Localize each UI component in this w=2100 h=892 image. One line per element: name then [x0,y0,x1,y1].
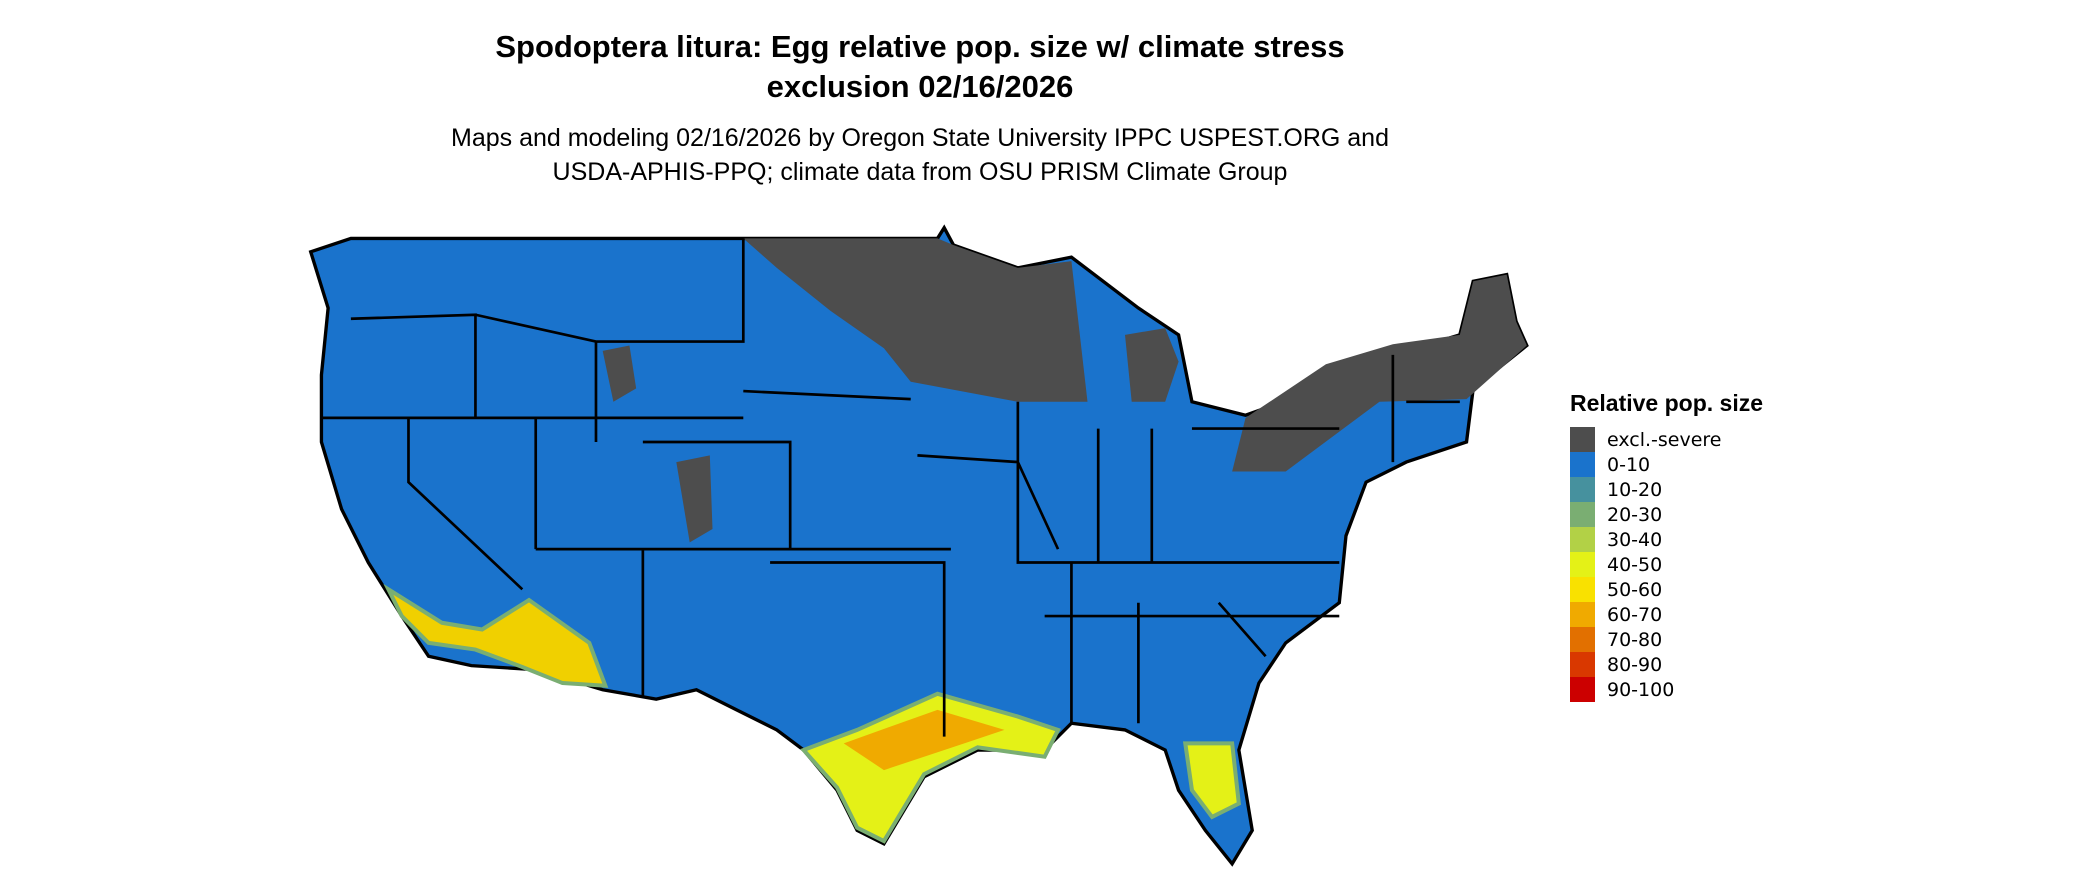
excluded-region-rockies [602,345,713,543]
legend-label: 30-40 [1607,528,1663,551]
legend-swatch [1570,602,1595,627]
legend-item: 30-40 [1570,527,1763,552]
legend-label: 60-70 [1607,603,1663,626]
legend-swatch [1570,427,1595,452]
legend-item: 70-80 [1570,627,1763,652]
excluded-region-northeast [1232,274,1527,472]
legend-label: 50-60 [1607,578,1663,601]
legend: Relative pop. size excl.-severe 0-10 10-20… [1570,390,1763,702]
map-title-line2: exclusion 02/16/2026 [766,69,1074,104]
map-title-line1: Spodoptera litura: Egg relative pop. siz… [495,29,1345,64]
legend-label: 90-100 [1607,678,1675,701]
legend-item: 40-50 [1570,552,1763,577]
state-borders [321,238,1460,737]
legend-label: excl.-severe [1607,428,1722,451]
legend-label: 10-20 [1607,478,1663,501]
legend-swatch [1570,552,1595,577]
suitable-region-southwest [383,583,609,688]
legend-title: Relative pop. size [1570,390,1764,416]
excluded-region-michigan [1125,328,1179,402]
legend-item: 80-90 [1570,652,1763,677]
legend-item: 90-100 [1570,677,1763,702]
legend-swatch [1570,577,1595,602]
legend-label: 20-30 [1607,503,1663,526]
legend-item: 20-30 [1570,502,1763,527]
map-subtitle-line2: USDA-APHIS-PPQ; climate data from OSU PR… [552,158,1288,186]
legend-swatch [1570,677,1595,702]
legend-label: 0-10 [1607,453,1651,476]
legend-swatch [1570,627,1595,652]
suitable-region-texas-core [843,709,1005,771]
map-subtitle-line1: Maps and modeling 02/16/2026 by Oregon S… [451,124,1389,152]
legend-swatch [1570,527,1595,552]
legend-label: 40-50 [1607,553,1663,576]
legend-item: 50-60 [1570,577,1763,602]
legend-swatch [1570,502,1595,527]
legend-swatch [1570,477,1595,502]
legend-label: 80-90 [1607,653,1663,676]
legend-item: excl.-severe [1570,427,1763,452]
legend-item: 10-20 [1570,477,1763,502]
legend-swatch [1570,652,1595,677]
legend-label: 70-80 [1607,628,1663,651]
legend-item: 60-70 [1570,602,1763,627]
excluded-region-north-central [743,238,1088,402]
suitable-region-florida [1182,741,1241,820]
legend-item: 0-10 [1570,452,1763,477]
legend-swatch [1570,452,1595,477]
